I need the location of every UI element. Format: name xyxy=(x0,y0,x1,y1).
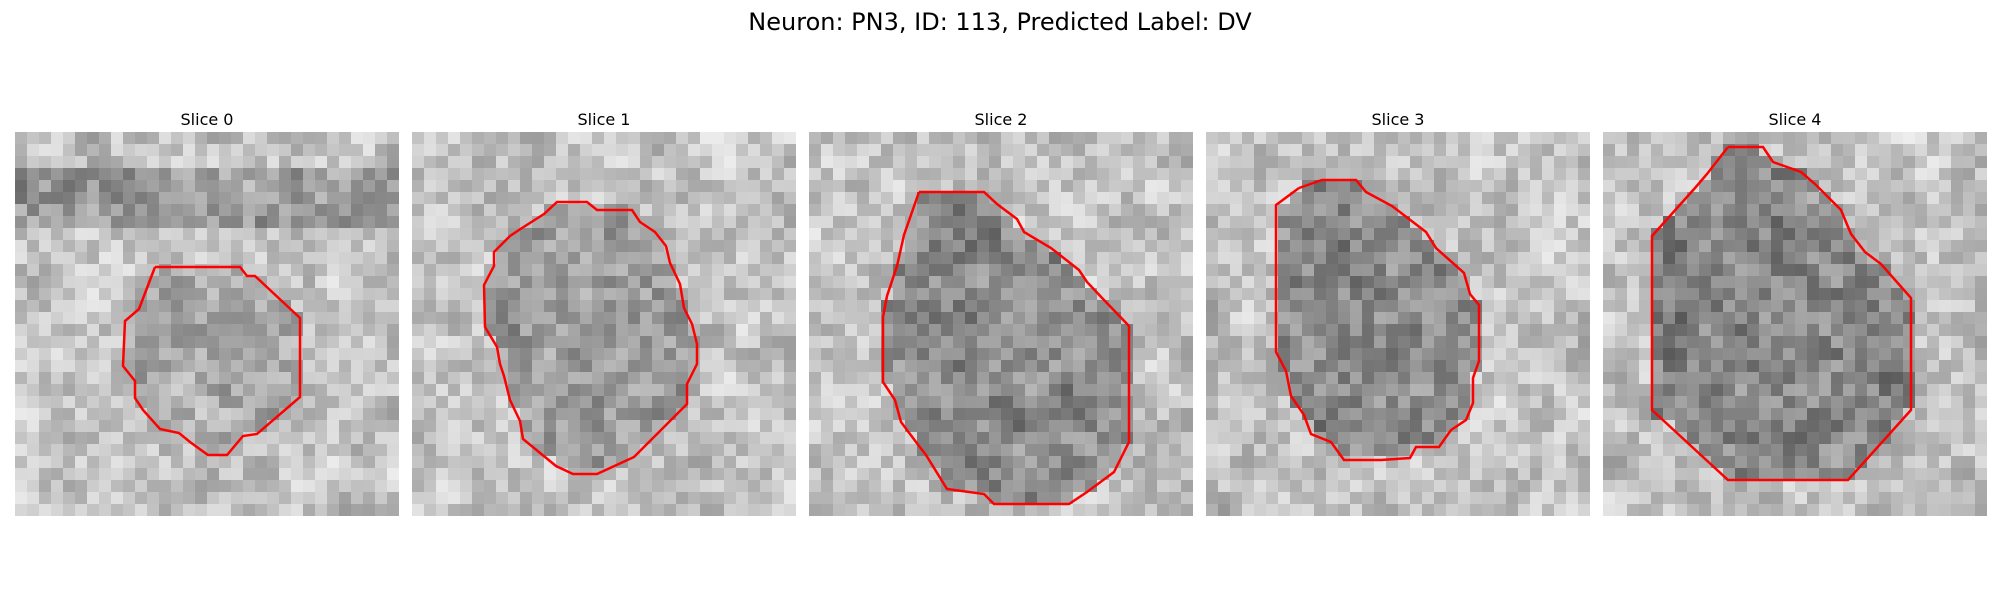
slice-contour-layer-4 xyxy=(1650,145,1913,482)
neuron-contour-1 xyxy=(482,200,699,476)
slice-title-0: Slice 0 xyxy=(180,110,234,129)
figure-title: Neuron: PN3, ID: 113, Predicted Label: D… xyxy=(748,8,1252,36)
slice-image-frame-1 xyxy=(412,132,796,516)
slice-image-3 xyxy=(1206,132,1590,516)
slice-contour-layer-3 xyxy=(1274,178,1481,462)
neuron-contour-2 xyxy=(881,190,1131,506)
slice-image-frame-3 xyxy=(1206,132,1590,516)
slice-image-frame-4 xyxy=(1603,132,1987,516)
slice-image-frame-2 xyxy=(809,132,1193,516)
slice-panel-3: Slice 3 xyxy=(1206,108,1590,516)
slice-contour-layer-0 xyxy=(121,265,302,457)
slice-image-frame-0 xyxy=(15,132,399,516)
slice-image-0 xyxy=(15,132,399,516)
slice-contour-layer-2 xyxy=(881,190,1131,506)
slice-image-2 xyxy=(809,132,1193,516)
slice-panel-0: Slice 0 xyxy=(15,108,399,516)
slice-title-1: Slice 1 xyxy=(577,110,631,129)
slice-panel-4: Slice 4 xyxy=(1603,108,1987,516)
neuron-contour-0 xyxy=(121,265,302,457)
slice-title-2: Slice 2 xyxy=(974,110,1028,129)
slice-image-1 xyxy=(412,132,796,516)
slice-title-3: Slice 3 xyxy=(1371,110,1425,129)
slice-panel-2: Slice 2 xyxy=(809,108,1193,516)
neuron-contour-3 xyxy=(1274,178,1481,462)
slice-contour-layer-1 xyxy=(482,200,699,476)
slice-panel-1: Slice 1 xyxy=(412,108,796,516)
neuron-contour-4 xyxy=(1650,145,1913,482)
slice-image-4 xyxy=(1603,132,1987,516)
slice-title-4: Slice 4 xyxy=(1768,110,1822,129)
